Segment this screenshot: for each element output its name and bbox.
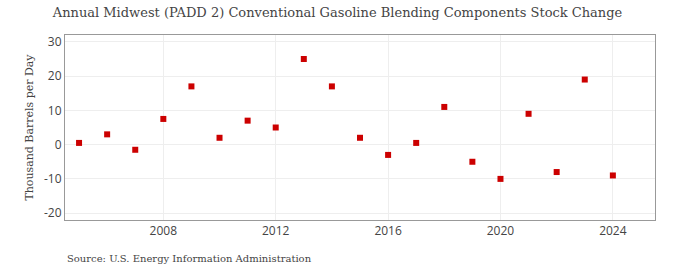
svg-text:10: 10 <box>48 102 62 119</box>
svg-text:2020: 2020 <box>487 222 515 239</box>
svg-text:0: 0 <box>55 136 62 153</box>
svg-text:-20: -20 <box>44 204 62 221</box>
svg-text:Thousand Barrels per Day: Thousand Barrels per Day <box>23 54 36 201</box>
svg-text:2008: 2008 <box>150 222 178 239</box>
svg-text:2024: 2024 <box>599 222 627 239</box>
svg-text:Annual Midwest (PADD 2) Conven: Annual Midwest (PADD 2) Conventional Gas… <box>52 5 623 20</box>
svg-text:Source: U.S. Energy Informatio: Source: U.S. Energy Information Administ… <box>67 253 312 264</box>
svg-text:20: 20 <box>48 67 62 84</box>
svg-text:30: 30 <box>48 33 62 50</box>
svg-text:-10: -10 <box>44 170 62 187</box>
svg-text:2016: 2016 <box>374 222 402 239</box>
svg-text:2012: 2012 <box>262 222 290 239</box>
